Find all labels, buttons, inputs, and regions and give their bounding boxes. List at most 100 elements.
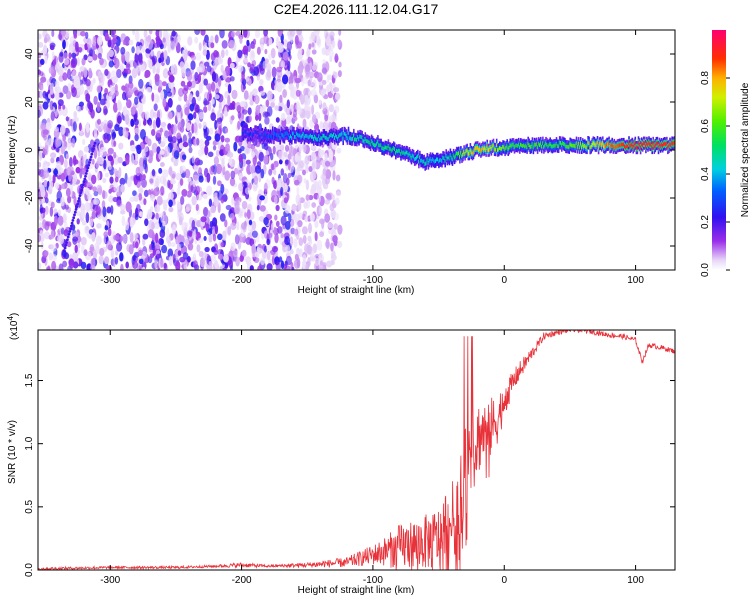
noise-speck [191,231,197,240]
noise-speck [50,244,57,252]
noise-speck [100,146,106,153]
noise-speck [311,64,318,71]
noise-speck [108,60,115,68]
noise-speck [75,30,82,36]
noise-speck [233,250,239,258]
x-tick-label: 100 [627,275,644,286]
noise-speck [263,193,268,204]
noise-speck [220,135,225,143]
noise-speck [287,159,291,171]
noise-speck [147,119,153,126]
noise-speck [106,206,112,214]
noise-speck [260,37,264,43]
noise-speck [42,44,48,55]
ridge-cell [605,144,607,148]
noise-speck [238,210,243,217]
noise-speck [338,30,342,36]
ridge-cell [298,133,300,138]
ridge-cell [562,141,564,145]
noise-speck [334,55,339,62]
ridge-cell [385,145,388,150]
noise-speck [311,162,316,170]
ridge-cell [525,143,527,148]
noise-speck [111,129,116,140]
ridge-cell [318,134,320,138]
y-tick-label: 0.5 [24,499,35,513]
noise-speck [308,222,312,234]
noise-speck [130,154,135,165]
noise-speck [43,231,51,240]
noise-speck [283,39,288,48]
noise-speck [117,156,123,164]
noise-speck [230,31,236,38]
noise-speck [187,242,194,251]
noise-speck [285,255,292,266]
noise-speck [227,94,231,106]
noise-speck [86,181,92,188]
noise-speck [314,123,320,132]
ridge-cell [389,147,392,151]
noise-speck [80,104,84,111]
noise-speck [312,114,317,124]
noise-speck [243,30,248,38]
noise-speck [60,196,65,207]
noise-speck [110,205,114,215]
noise-speck [192,138,197,146]
ridge-cell [360,135,362,139]
noise-speck [86,38,92,49]
ridge-cell [478,148,480,152]
ridge-cell [650,142,652,147]
snr-y-label: SNR (10 * v/v) [7,420,18,484]
ridge-cell [418,159,420,164]
noise-speck [132,30,136,36]
noise-speck [139,157,144,168]
noise-speck [253,94,260,105]
ridge-cell [375,143,377,148]
noise-speck [225,204,232,211]
noise-speck [144,69,151,78]
noise-speck [337,39,343,50]
ridge-cell [498,147,500,152]
noise-speck [161,244,168,254]
ridge-cell [437,157,439,162]
noise-speck [198,122,202,129]
ridge-cell [627,144,629,149]
noise-speck [99,57,104,66]
noise-speck [308,166,313,172]
noise-speck [60,227,65,235]
noise-speck [208,127,214,135]
noise-speck [321,79,327,85]
ridge-cell [463,150,465,154]
noise-speck [291,203,297,212]
ridge-cell [651,145,653,150]
noise-speck [212,62,217,71]
ridge-cell [286,131,289,136]
ridge-cell [666,141,668,146]
noise-speck [66,166,71,176]
noise-speck [84,202,91,212]
ridge-cell [603,144,605,149]
noise-speck [122,106,127,116]
noise-speck [338,61,342,68]
noise-speck [204,61,210,67]
noise-speck [220,49,225,59]
ridge-cell [597,145,600,150]
noise-speck [246,209,251,220]
noise-speck [217,180,222,187]
noise-speck [184,106,190,116]
noise-speck [217,233,223,241]
noise-speck [217,110,221,119]
noise-speck [271,245,279,253]
noise-speck [280,233,285,239]
ridge-cell [383,147,385,151]
ridge-cell [398,148,400,153]
noise-speck [260,257,266,266]
streak-speck [90,152,94,156]
noise-speck [241,222,247,230]
noise-speck [177,207,182,218]
noise-speck [285,144,289,152]
ridge-cell [569,142,571,147]
noise-speck [50,229,55,240]
ridge-cell [511,142,514,147]
ridge-cell [517,142,520,147]
